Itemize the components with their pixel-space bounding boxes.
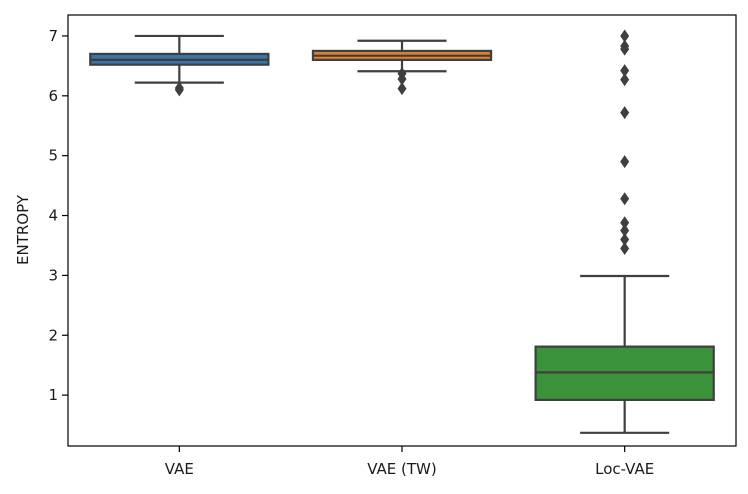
x-tick-label: VAE (165, 460, 194, 478)
outlier-point (620, 106, 630, 120)
y-tick-label: 3 (48, 266, 58, 284)
y-tick-label: 2 (48, 326, 58, 344)
outlier-point (620, 73, 630, 87)
outlier-point (397, 67, 407, 81)
outlier-point (620, 241, 630, 255)
x-tick-label: Loc-VAE (595, 460, 654, 478)
outlier-point (620, 155, 630, 169)
outlier-point (174, 81, 184, 95)
y-tick-label: 6 (48, 87, 58, 105)
outlier-point (620, 192, 630, 206)
ticks-layer: 1 2 3 4 5 6 7 VAE VAE (TW) Loc-VAE (48, 27, 654, 478)
y-axis-label: ENTROPY (14, 194, 32, 265)
outlier-point (620, 232, 630, 246)
box-group-vae-tw (311, 39, 493, 96)
y-tick-label: 1 (48, 386, 58, 404)
outlier-point (397, 82, 407, 96)
boxes-layer (89, 29, 715, 434)
box-group-loc-vae (534, 29, 715, 434)
y-tick-label: 4 (48, 207, 58, 225)
outlier-point (620, 64, 630, 78)
y-tick-label: 5 (48, 147, 58, 165)
x-tick-label: VAE (TW) (367, 460, 437, 478)
plot-frame (67, 14, 737, 447)
outlier-point (620, 224, 630, 237)
y-tick-label: 7 (48, 27, 58, 45)
box-group-vae (89, 34, 270, 97)
outlier-point (620, 29, 630, 43)
outlier-point (620, 216, 630, 230)
outlier-point (620, 39, 630, 53)
